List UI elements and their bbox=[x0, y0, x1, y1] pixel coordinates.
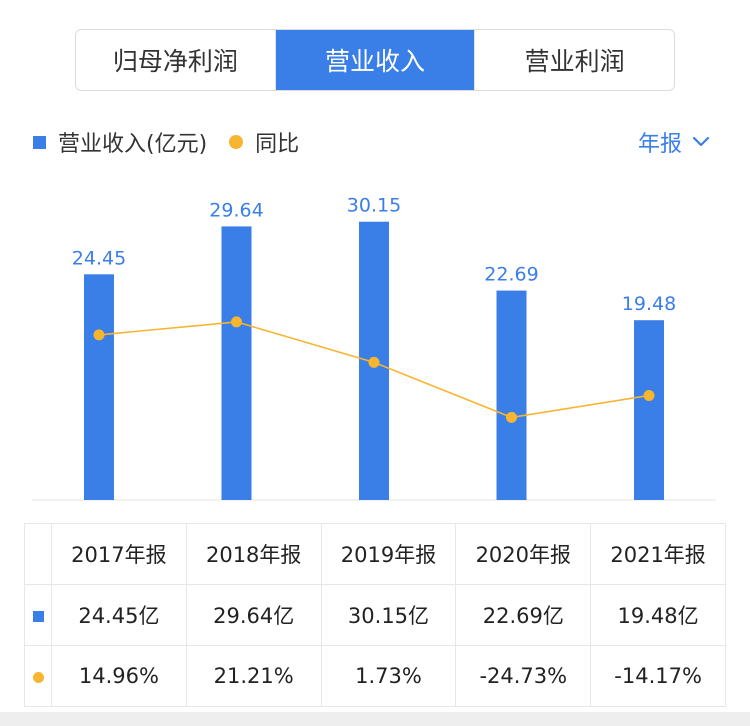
revenue-chart: 24.45 29.64 30.15 22.69 19.48 bbox=[32, 195, 716, 501]
legend-line-label: 同比 bbox=[255, 132, 300, 157]
period-selector[interactable]: 年报 bbox=[638, 126, 710, 158]
tab-operating-profit[interactable]: 营业利润 bbox=[524, 47, 625, 76]
table-header-cell: 2017年报 bbox=[51, 523, 187, 585]
metric-tabs: 归母净利润 营业收入 营业利润 bbox=[75, 29, 675, 91]
legend-line-swatch bbox=[229, 135, 244, 149]
revenue-row-marker bbox=[24, 584, 52, 646]
revenue-bar bbox=[634, 320, 664, 500]
yoy-point bbox=[506, 411, 517, 423]
bottom-divider bbox=[0, 712, 750, 726]
table-header-cell: 2018年报 bbox=[185, 523, 322, 585]
period-selector-label: 年报 bbox=[637, 132, 682, 157]
tab-revenue[interactable]: 营业收入 bbox=[275, 30, 476, 90]
yoy-point bbox=[368, 356, 380, 368]
table-header-cell: 2019年报 bbox=[320, 523, 457, 585]
revenue-cell: 24.45亿 bbox=[51, 584, 187, 646]
bar-value-label: 22.69 bbox=[484, 264, 538, 286]
table-header-cell: 2021年报 bbox=[590, 523, 726, 585]
yoy-row-marker bbox=[24, 645, 52, 707]
bar-value-label: 29.64 bbox=[209, 199, 263, 221]
yoy-cell: 1.73% bbox=[320, 645, 457, 707]
yoy-point bbox=[231, 316, 242, 328]
revenue-bar bbox=[84, 274, 114, 500]
yoy-cell: 21.21% bbox=[185, 645, 322, 707]
table-header-row: 2017年报 2018年报 2019年报 2020年报 2021年报 bbox=[24, 523, 726, 585]
yoy-cell: 14.96% bbox=[51, 645, 187, 707]
yoy-point bbox=[93, 329, 105, 341]
revenue-cell: 30.15亿 bbox=[320, 584, 457, 646]
yoy-cell: -14.17% bbox=[590, 645, 726, 707]
revenue-square-icon bbox=[32, 611, 44, 622]
chart-legend: 营业收入(亿元) 同比 bbox=[33, 126, 299, 158]
table-row-yoy: 14.96% 21.21% 1.73% -24.73% -14.17% bbox=[24, 645, 726, 707]
legend-bar-swatch bbox=[33, 135, 46, 149]
bar-value-label: 19.48 bbox=[622, 293, 676, 315]
bar-value-label: 30.15 bbox=[347, 195, 401, 217]
data-table: 2017年报 2018年报 2019年报 2020年报 2021年报 24.45… bbox=[24, 523, 726, 707]
tab-net-profit[interactable]: 归母净利润 bbox=[76, 30, 276, 90]
revenue-cell: 29.64亿 bbox=[185, 584, 322, 646]
table-corner-cell bbox=[24, 523, 52, 585]
table-row-revenue: 24.45亿 29.64亿 30.15亿 22.69亿 19.48亿 bbox=[24, 584, 726, 646]
legend-bar-label: 营业收入(亿元) bbox=[58, 132, 208, 157]
revenue-cell: 19.48亿 bbox=[590, 584, 726, 646]
revenue-bar bbox=[496, 290, 527, 500]
revenue-bar bbox=[221, 226, 252, 500]
bar-value-label: 24.45 bbox=[72, 247, 126, 269]
yoy-dot-icon bbox=[32, 672, 44, 683]
yoy-point bbox=[643, 390, 655, 401]
yoy-cell: -24.73% bbox=[455, 645, 592, 707]
revenue-cell: 22.69亿 bbox=[455, 584, 592, 646]
table-header-cell: 2020年报 bbox=[455, 523, 592, 585]
chevron-down-icon bbox=[692, 136, 710, 147]
